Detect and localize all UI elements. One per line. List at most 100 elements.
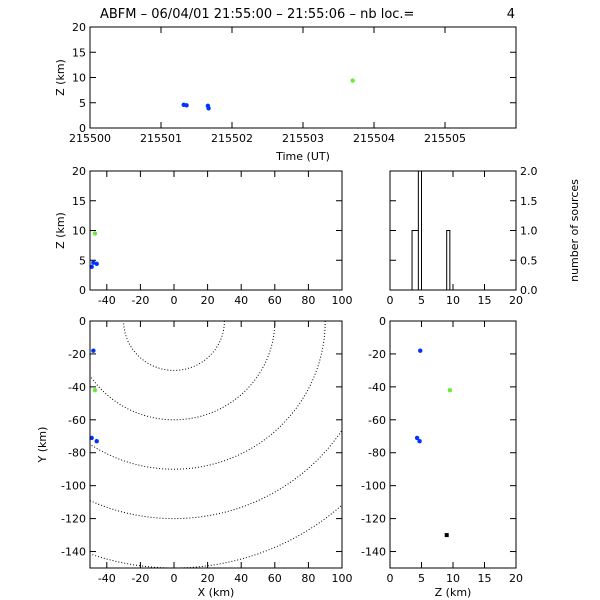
y-tick-label: 10 — [72, 72, 86, 85]
x-tick-label: 10 — [446, 572, 460, 585]
y-tick-label: 0 — [79, 315, 86, 328]
x-tick-label: 40 — [234, 294, 248, 307]
plot-frame — [89, 26, 517, 129]
x-tick-label: 15 — [478, 294, 492, 307]
y-tick-label: -140 — [61, 546, 86, 559]
z-y-panel: 0 5 10 15 20 -140 -120 -100 -80 -60 -40 -20 0 Z (km) — [361, 315, 523, 599]
y-tick-label: 20 — [72, 165, 86, 178]
y-tick-label: -20 — [368, 348, 386, 361]
y-tick-label: 10 — [72, 225, 86, 238]
y-tick-label: 5 — [79, 254, 86, 267]
plot-frame — [89, 320, 343, 569]
z-histogram-panel: 0 5 10 15 200.0 0.5 1.0 1.5 2.0 number of sources — [387, 165, 582, 307]
x-tick-label: 0 — [387, 572, 394, 585]
y-tick-label: 15 — [72, 195, 86, 208]
x-tick-label: -40 — [98, 572, 116, 585]
y-tick-label: 0.5 — [520, 254, 538, 267]
data-point — [417, 439, 422, 444]
data-point — [89, 435, 94, 441]
x-tick-label: 215501 — [140, 132, 182, 145]
plot-frame — [389, 170, 517, 291]
x-tick-label: 60 — [268, 294, 282, 307]
data-point — [94, 439, 99, 444]
x-tick-label: 20 — [201, 572, 215, 585]
x-axis-title: X (km) — [198, 586, 235, 599]
data-point — [92, 387, 98, 393]
y-tick-label: 0 — [79, 284, 86, 297]
x-tick-label: 215500 — [69, 132, 111, 145]
range-ring — [90, 321, 276, 421]
x-tick-label: 15 — [478, 572, 492, 585]
x-z-panel: -40 -20 0 20 40 60 80 100 0 5 10 15 20 Z (km) — [54, 165, 353, 307]
x-tick-label: -20 — [131, 572, 149, 585]
figure-title: ABFM – 06/04/01 21:55:00 – 21:55:06 – nb… — [100, 7, 414, 22]
data-point — [350, 78, 355, 83]
y-tick-label: -40 — [68, 381, 86, 394]
x-tick-label: 5 — [418, 294, 425, 307]
y-tick-label: -120 — [361, 513, 386, 526]
x-tick-label: 20 — [509, 294, 523, 307]
x-tick-label: 215504 — [353, 132, 395, 145]
x-tick-label: 20 — [509, 572, 523, 585]
x-tick-label: 40 — [234, 572, 248, 585]
chart-panels: 215500 215501 215502 215503 215504 215505 0 5 10… — [36, 21, 582, 599]
data-point — [447, 387, 453, 393]
x-tick-label: 80 — [301, 572, 315, 585]
x-tick-label: 5 — [418, 572, 425, 585]
data-point — [91, 348, 96, 353]
data-point — [92, 231, 98, 236]
y-tick-label: 20 — [72, 21, 86, 34]
x-tick-label: 60 — [268, 572, 282, 585]
y-axis-title: Z (km) — [54, 59, 67, 96]
y-axis-title: Y (km) — [36, 427, 49, 464]
station-marker — [444, 533, 449, 538]
data-point — [184, 103, 189, 108]
y-tick-label: -60 — [68, 414, 86, 427]
x-tick-label: 80 — [301, 294, 315, 307]
y-tick-label: 2.0 — [520, 165, 538, 178]
y-tick-label: 0 — [379, 315, 386, 328]
y-tick-label: 15 — [72, 46, 86, 59]
x-tick-label: 20 — [201, 294, 215, 307]
y-tick-label: -40 — [368, 381, 386, 394]
time-z-panel: 215500 215501 215502 215503 215504 215505 0 5 10… — [54, 21, 517, 163]
y-tick-label: -20 — [68, 348, 86, 361]
x-tick-label: 100 — [332, 294, 353, 307]
histogram-outline — [390, 170, 516, 291]
x-tick-label: 0 — [171, 572, 178, 585]
data-point — [89, 264, 94, 269]
x-tick-label: 0 — [171, 294, 178, 307]
x-axis-title: Z (km) — [435, 586, 472, 599]
data-point — [91, 260, 96, 265]
y-tick-label: -100 — [361, 480, 386, 493]
y-axis-title: number of sources — [568, 179, 581, 282]
y-tick-label: -80 — [68, 447, 86, 460]
data-point — [206, 106, 211, 111]
y-tick-label: 1.5 — [520, 195, 538, 208]
y-tick-label: -100 — [61, 480, 86, 493]
x-tick-label: 0 — [387, 294, 394, 307]
location-count: 4 — [507, 7, 515, 22]
data-point — [414, 435, 420, 441]
y-tick-label: 5 — [79, 97, 86, 110]
data-point — [418, 348, 423, 353]
x-tick-label: 100 — [332, 572, 353, 585]
y-tick-label: -60 — [368, 414, 386, 427]
y-tick-label: -120 — [61, 513, 86, 526]
x-tick-label: 10 — [446, 294, 460, 307]
y-tick-label: 1.0 — [520, 225, 538, 238]
y-axis-title: Z (km) — [54, 212, 67, 249]
x-tick-label: 215505 — [424, 132, 466, 145]
x-y-panel: -40 -20 0 20 40 60 80 100 -140 -120 -100 -80 -60 -40 -… — [36, 315, 353, 599]
plot-frame — [389, 320, 517, 569]
y-tick-label: -80 — [368, 447, 386, 460]
y-tick-label: -140 — [361, 546, 386, 559]
y-tick-label: 0.0 — [520, 284, 538, 297]
data-point — [94, 261, 99, 267]
y-tick-label: 0 — [79, 122, 86, 135]
x-tick-label: 215503 — [282, 132, 324, 145]
x-tick-label: -40 — [98, 294, 116, 307]
x-tick-label: -20 — [131, 294, 149, 307]
x-tick-label: 215502 — [211, 132, 253, 145]
